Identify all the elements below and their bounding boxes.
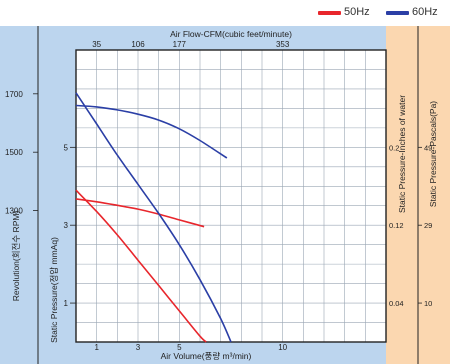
top-tick-label: 106: [131, 40, 145, 49]
rpm-tick-label: 1700: [5, 90, 23, 99]
x-tick-label: 3: [136, 343, 141, 352]
legend-label-60hz: 60Hz: [412, 6, 438, 18]
series-pressure-50hz: [75, 189, 207, 343]
pascals-axis-title: Static Pressure-Pascals(Pa): [428, 101, 438, 207]
x-tick-label: 5: [177, 343, 182, 352]
top-tick-label: 35: [92, 40, 101, 49]
legend-label-50hz: 50Hz: [344, 6, 370, 18]
series-rpm-60hz: [75, 104, 228, 159]
legend: 50Hz 60Hz: [0, 0, 450, 26]
inches-tick-label: 0.12: [389, 221, 404, 230]
pressure-tick-label: 5: [64, 143, 69, 152]
legend-swatch-60hz: [386, 11, 409, 15]
fan-performance-chart: Air Flow-CFM(cubic feet/minute) Air Volu…: [0, 26, 450, 364]
legend-swatch-50hz: [318, 11, 341, 15]
bottom-axis-panel: [76, 342, 386, 364]
pressure-tick-label: 1: [64, 299, 69, 308]
inches-tick-label: 0.04: [389, 299, 404, 308]
bottom-axis-title: Air Volume(풍량 m³/min): [161, 351, 252, 361]
rpm-tick-label: 1500: [5, 148, 23, 157]
rpm-tick-label: 1300: [5, 207, 23, 216]
grid: [76, 50, 386, 342]
pressure-tick-label: 3: [64, 221, 69, 230]
pascals-tick-label: 10: [424, 299, 432, 308]
pressure-axis-title: Static Pressure(정압 mmAq): [49, 237, 59, 343]
top-axis-panel: [76, 26, 386, 50]
top-tick-label: 353: [276, 40, 290, 49]
x-tick-label: 10: [278, 343, 287, 352]
x-tick-label: 1: [94, 343, 99, 352]
pascals-tick-label: 49: [424, 143, 432, 152]
top-tick-label: 177: [173, 40, 187, 49]
top-axis-title: Air Flow-CFM(cubic feet/minute): [170, 29, 292, 39]
series-pressure-60hz: [75, 92, 232, 343]
inches-axis-title: Static Pressure-Inches of water: [397, 95, 407, 213]
plot-area: [76, 50, 386, 342]
curves: [75, 92, 232, 343]
inches-tick-label: 0.2: [389, 143, 399, 152]
pascals-tick-label: 29: [424, 221, 432, 230]
rpm-axis-title: Revolution(회전수 RPM): [11, 211, 21, 302]
series-rpm-50hz: [75, 198, 205, 228]
